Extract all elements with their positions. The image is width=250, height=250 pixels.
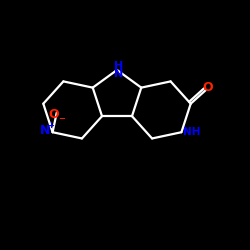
Text: O: O xyxy=(202,81,213,94)
Text: O: O xyxy=(48,108,59,121)
Text: +: + xyxy=(47,121,54,130)
Text: NH: NH xyxy=(183,127,200,137)
Text: N: N xyxy=(114,69,124,79)
Text: N: N xyxy=(40,124,50,137)
Text: −: − xyxy=(58,114,65,123)
Text: H: H xyxy=(114,61,124,71)
